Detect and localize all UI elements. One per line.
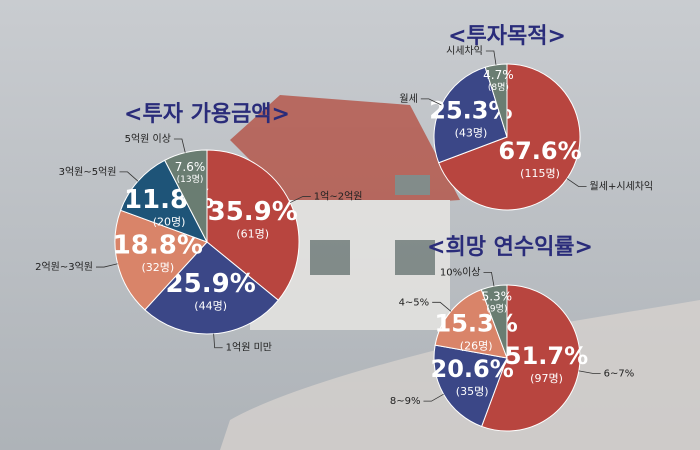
- count-label: (35명): [456, 385, 489, 398]
- count-label: (115명): [520, 167, 560, 180]
- pie-slice: [438, 63, 581, 211]
- category-label: 1억원 미만: [226, 342, 272, 354]
- count-label: (20명): [153, 216, 186, 229]
- count-label: (61명): [236, 227, 269, 240]
- pie-slice: [206, 149, 300, 301]
- pie-slice: [119, 159, 209, 243]
- leader-line: [96, 263, 118, 268]
- leader-line: [173, 138, 186, 153]
- chart-title: <투자 가용금액>: [124, 102, 290, 127]
- category-label: 5억원 이상: [125, 133, 171, 145]
- count-label: (9명): [486, 303, 507, 314]
- category-label: 월세: [399, 93, 417, 105]
- value-label: 5.3%: [482, 289, 513, 303]
- count-label: (13명): [177, 174, 204, 185]
- value-label: 20.6%: [431, 355, 514, 383]
- leader-line: [213, 333, 223, 349]
- category-label: 10%이상: [440, 266, 481, 278]
- value-label: 51.7%: [505, 342, 588, 370]
- category-label: 시세차익: [446, 45, 483, 57]
- leader-line: [423, 393, 444, 402]
- leader-line: [432, 301, 452, 312]
- leader-line: [485, 50, 497, 65]
- leader-line: [119, 171, 139, 182]
- chart-title: <희망 연수익률>: [427, 235, 593, 260]
- count-label: (44명): [194, 299, 227, 312]
- category-label: 월세+시세차익: [590, 180, 654, 192]
- pie-slice: [484, 63, 508, 138]
- pie-slice: [433, 66, 508, 164]
- category-label: 4~5%: [399, 297, 430, 308]
- value-label: 35.9%: [208, 197, 298, 227]
- value-label: 4.7%: [483, 68, 514, 82]
- count-label: (43명): [455, 126, 488, 139]
- value-label: 25.9%: [166, 269, 256, 299]
- category-label: 3억원~5억원: [59, 166, 117, 178]
- count-label: (8명): [488, 82, 509, 93]
- leader-line: [289, 196, 311, 203]
- leader-line: [483, 271, 495, 287]
- category-label: 2억원~3억원: [35, 261, 93, 273]
- count-label: (32명): [141, 261, 174, 274]
- pie-slice: [144, 241, 279, 335]
- value-label: 67.6%: [498, 137, 581, 165]
- pie-slice: [433, 344, 508, 428]
- pie-slice: [434, 288, 508, 359]
- value-label: 7.6%: [175, 160, 206, 174]
- leader-line: [420, 98, 442, 106]
- count-label: (97명): [530, 372, 563, 385]
- category-label: 1억~2억원: [314, 191, 363, 203]
- count-label: (26명): [460, 339, 493, 352]
- leader-line: [578, 370, 601, 374]
- chart-title: <투자목적>: [448, 24, 566, 49]
- leader-line: [566, 178, 587, 187]
- category-label: 6~7%: [604, 368, 635, 379]
- category-label: 8~9%: [390, 396, 421, 407]
